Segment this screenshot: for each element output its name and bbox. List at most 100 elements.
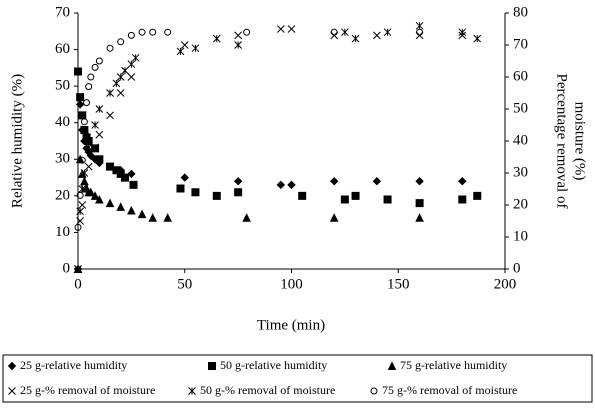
point bbox=[243, 28, 251, 36]
point bbox=[95, 194, 104, 204]
point bbox=[91, 63, 99, 71]
point bbox=[106, 44, 114, 52]
point bbox=[473, 34, 482, 43]
point bbox=[80, 118, 88, 126]
point bbox=[127, 169, 136, 179]
point bbox=[84, 137, 93, 145]
point bbox=[105, 198, 115, 208]
point bbox=[76, 217, 84, 225]
point bbox=[121, 66, 129, 75]
point bbox=[383, 28, 392, 37]
point bbox=[91, 121, 99, 129]
point bbox=[120, 173, 129, 182]
x-tick-label: 50 bbox=[177, 276, 192, 292]
point bbox=[212, 34, 221, 43]
y2-axis-title: Percentage removal of bbox=[554, 74, 570, 209]
point bbox=[80, 176, 89, 186]
point bbox=[458, 177, 467, 186]
point bbox=[473, 191, 482, 200]
point bbox=[80, 169, 89, 177]
y2-tick-label: 20 bbox=[513, 196, 528, 212]
y-axis-title: Relative humidity (%) bbox=[9, 74, 25, 208]
x-axis-title: Time (min) bbox=[257, 317, 325, 333]
point bbox=[329, 213, 339, 222]
point bbox=[415, 213, 424, 222]
point bbox=[84, 143, 93, 152]
point bbox=[176, 184, 185, 193]
point bbox=[76, 93, 85, 102]
point bbox=[287, 180, 296, 190]
point bbox=[242, 213, 251, 222]
point bbox=[415, 177, 424, 186]
y2-tick-label: 80 bbox=[513, 4, 528, 20]
point bbox=[372, 177, 382, 186]
point bbox=[298, 191, 307, 200]
point bbox=[329, 177, 339, 186]
point bbox=[127, 60, 136, 69]
point bbox=[76, 191, 84, 199]
legend-label: 75 g-relative humidity bbox=[400, 358, 507, 372]
point bbox=[137, 209, 147, 219]
x-tick-label: 150 bbox=[387, 276, 410, 292]
point bbox=[75, 100, 85, 109]
point bbox=[131, 53, 140, 62]
point bbox=[287, 25, 296, 33]
y2-tick-label: 70 bbox=[513, 36, 528, 52]
point bbox=[415, 21, 424, 30]
y2-axis-title: moisture (%) bbox=[572, 102, 588, 181]
point bbox=[191, 188, 200, 197]
point bbox=[74, 265, 82, 273]
point bbox=[129, 180, 138, 189]
y2-tick-label: 60 bbox=[513, 68, 528, 84]
point bbox=[74, 67, 82, 76]
legend-label: 25 g-% removal of moisture bbox=[20, 383, 155, 397]
y2-tick-label: 50 bbox=[513, 100, 528, 116]
point bbox=[76, 207, 84, 216]
y2-tick-label: 0 bbox=[513, 260, 521, 276]
point bbox=[86, 187, 96, 197]
y2-tick-label: 40 bbox=[513, 132, 528, 148]
point bbox=[351, 34, 360, 43]
point bbox=[148, 213, 158, 222]
point bbox=[116, 202, 126, 211]
point bbox=[91, 144, 100, 153]
point bbox=[383, 195, 392, 204]
point bbox=[87, 73, 95, 81]
y-tick-label: 60 bbox=[55, 41, 70, 57]
point bbox=[78, 201, 87, 209]
point bbox=[78, 156, 86, 164]
point bbox=[86, 151, 96, 160]
legend-marker bbox=[7, 361, 17, 371]
legend-marker bbox=[370, 387, 378, 395]
point bbox=[95, 105, 104, 113]
point bbox=[176, 47, 185, 56]
point bbox=[163, 213, 172, 222]
point bbox=[341, 28, 349, 37]
point bbox=[234, 41, 242, 49]
legend-box bbox=[2, 354, 593, 403]
x-tick-label: 200 bbox=[494, 276, 517, 292]
point bbox=[116, 73, 125, 81]
point bbox=[351, 191, 360, 200]
point bbox=[233, 177, 243, 186]
point bbox=[127, 205, 136, 215]
point bbox=[373, 31, 381, 40]
y2-tick-label: 30 bbox=[513, 164, 528, 180]
point bbox=[149, 28, 157, 36]
point bbox=[95, 57, 103, 65]
point bbox=[138, 28, 146, 36]
y-tick-label: 70 bbox=[55, 4, 70, 20]
legend-label: 50 g-% removal of moisture bbox=[200, 383, 335, 397]
point bbox=[212, 191, 221, 200]
point bbox=[106, 89, 114, 97]
legend-label: 75 g-% removal of moisture bbox=[382, 383, 517, 397]
legend-marker bbox=[208, 362, 216, 370]
legend-marker bbox=[387, 361, 397, 370]
y-tick-label: 40 bbox=[55, 114, 70, 130]
point bbox=[116, 89, 125, 97]
point bbox=[78, 111, 87, 120]
point bbox=[95, 130, 104, 139]
point bbox=[234, 31, 242, 40]
